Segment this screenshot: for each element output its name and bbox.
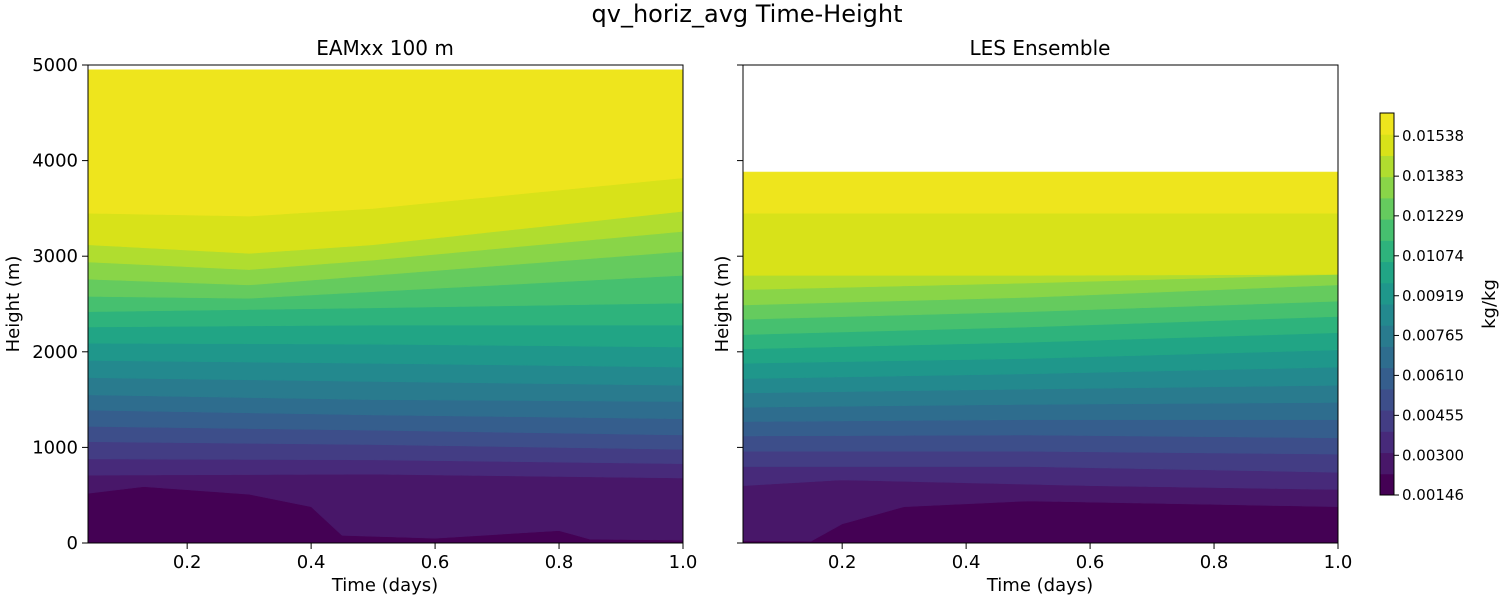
colorbar-segment [1380, 346, 1394, 369]
colorbar-label: kg/kg [1479, 279, 1500, 329]
colorbar-tick-label: 0.01538 [1402, 127, 1464, 145]
x-tick-label: 0.8 [1200, 552, 1229, 573]
colorbar-segment [1380, 282, 1394, 305]
colorbar-tick-label: 0.01074 [1402, 247, 1464, 265]
x-tick-label: 0.4 [952, 552, 981, 573]
x-tick-label: 0.2 [828, 552, 857, 573]
x-axis-label-les: Time (days) [986, 575, 1093, 596]
colorbar-segment [1380, 325, 1394, 347]
contour-band-4 [742, 434, 1339, 455]
colorbar-segment [1380, 304, 1394, 326]
colorbar-ticks: 0.01538 0.01383 0.01229 0.01074 0.00919 0.007… [1394, 127, 1464, 504]
x-ticks-les: 0.2 0.4 0.6 0.8 1.0 [828, 543, 1352, 573]
colorbar-segment [1380, 197, 1394, 220]
colorbar-tick-label: 0.00455 [1402, 406, 1464, 424]
y-axis-label-eamxx: Height (m) [3, 256, 24, 353]
y-tick-label: 1000 [32, 437, 78, 458]
colorbar-segment [1380, 410, 1394, 432]
x-tick-label: 1.0 [1324, 552, 1353, 573]
colorbar-segment [1380, 155, 1394, 178]
colorbar-segment [1380, 113, 1394, 135]
colorbar-segment [1380, 367, 1394, 390]
x-axis-label-eamxx: Time (days) [331, 575, 438, 596]
contour-band-17 [742, 171, 1339, 214]
colorbar-segment [1380, 134, 1394, 156]
y-tick-label: 5000 [32, 55, 78, 76]
panel-les: LES Ensemble 0.2 0.4 0.6 0.8 1.0 Time (days)… [712, 36, 1352, 596]
x-tick-label: 0.6 [421, 552, 450, 573]
colorbar-segment [1380, 452, 1394, 475]
contour-band-10 [87, 324, 684, 348]
figure-title: qv_horiz_avg Time-Height [592, 0, 903, 28]
contour-band-16 [742, 212, 1339, 276]
colorbar-segment [1380, 431, 1394, 454]
colorbar-fills [1380, 113, 1394, 496]
y-ticks-eamxx: 0 1000 2000 3000 4000 5000 [32, 55, 88, 554]
panel-title-eamxx: EAMxx 100 m [316, 36, 454, 60]
colorbar-tick-label: 0.01229 [1402, 207, 1464, 225]
x-ticks-eamxx: 0.2 0.4 0.6 0.8 1.0 [173, 543, 697, 573]
colorbar-tick-label: 0.00146 [1402, 486, 1464, 504]
y-tick-label: 4000 [32, 151, 78, 172]
y-ticks-les [737, 64, 743, 544]
colorbar-tick-label: 0.01383 [1402, 167, 1464, 185]
contour-band-5 [742, 419, 1339, 439]
y-tick-label: 2000 [32, 342, 78, 363]
colorbar-segment [1380, 240, 1394, 263]
colorbar-tick-label: 0.00300 [1402, 446, 1464, 464]
colorbar-segment [1380, 219, 1394, 241]
x-tick-label: 0.2 [173, 552, 202, 573]
contour-fills-les [742, 171, 1339, 544]
axes-frame-les [742, 64, 1339, 544]
colorbar-segment [1380, 176, 1394, 199]
y-tick-label: 3000 [32, 246, 78, 267]
colorbar-tick-label: 0.00765 [1402, 326, 1464, 344]
colorbar-tick-label: 0.00610 [1402, 366, 1464, 384]
x-tick-label: 0.6 [1076, 552, 1105, 573]
colorbar-segment [1380, 473, 1394, 496]
contour-fills-eamxx [87, 69, 684, 544]
colorbar-segment [1380, 261, 1394, 284]
colorbar-tick-label: 0.00919 [1402, 287, 1464, 305]
axes-frame-eamxx [87, 64, 684, 544]
colorbar-segment [1380, 388, 1394, 411]
colorbar-frame [1379, 112, 1395, 496]
x-tick-label: 1.0 [669, 552, 698, 573]
panel-eamxx: EAMxx 100 m 0.2 0.4 0.6 0.8 1.0 0 1000 2000 300… [3, 36, 697, 596]
colorbar: 0.01538 0.01383 0.01229 0.01074 0.00919 0.007… [1379, 112, 1500, 504]
panel-title-les: LES Ensemble [970, 36, 1111, 60]
x-tick-label: 0.4 [297, 552, 326, 573]
y-axis-label-les: Height (m) [712, 256, 733, 353]
x-tick-label: 0.8 [545, 552, 574, 573]
y-tick-label: 0 [67, 533, 78, 554]
